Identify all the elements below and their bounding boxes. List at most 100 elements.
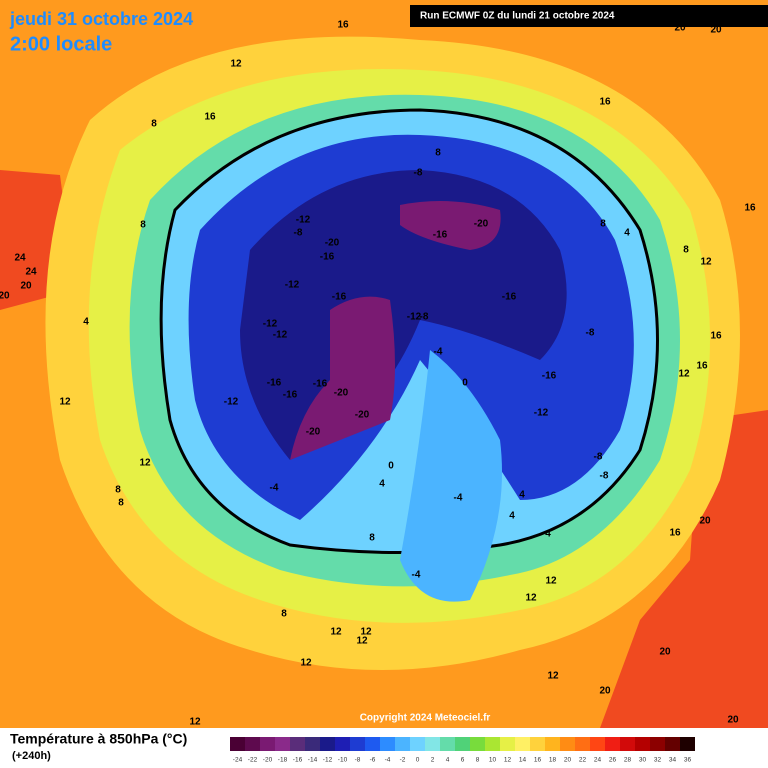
legend-swatch [275,737,290,751]
contour-label: 24 [14,253,26,264]
legend-swatch [575,737,590,751]
legend-swatch [590,737,605,751]
contour-label: 4 [83,317,89,328]
legend-swatch [380,737,395,751]
contour-label: -4 [454,493,463,504]
contour-label: -16 [283,390,298,401]
legend-swatch [410,737,425,751]
legend-tick: -18 [278,757,288,764]
legend-tick: 36 [684,757,692,764]
contour-label: 20 [599,686,611,697]
legend-tick: -4 [385,757,391,764]
legend-tick: 10 [489,757,497,764]
contour-label: 12 [300,658,312,669]
legend-tick: -24 [233,757,243,764]
contour-label: 12 [356,636,368,647]
legend-swatch [485,737,500,751]
legend-tick: 18 [549,757,557,764]
legend-tick: -2 [400,757,406,764]
contour-label: 20 [727,715,739,726]
legend-swatch [515,737,530,751]
contour-label: 12 [700,257,712,268]
contour-label: 12 [330,627,342,638]
contour-label: -16 [332,292,347,303]
legend-swatch [365,737,380,751]
legend-tick: -10 [338,757,348,764]
contour-label: 8 [281,609,287,620]
legend-tick: 16 [534,757,542,764]
legend-tick: -22 [248,757,258,764]
legend-swatch [680,737,695,751]
warm-area [600,410,768,728]
contour-label: -20 [306,427,321,438]
legend-swatch [245,737,260,751]
contour-label: -4 [412,570,421,581]
contour-label: 4 [545,529,551,540]
legend-swatch [545,737,560,751]
contour-label: -8 [294,228,303,239]
contour-label: -12 [534,408,549,419]
legend-swatch [290,737,305,751]
frigid-core [400,201,501,250]
contour-label: 24 [25,267,37,278]
contour-label: 8 [140,220,146,231]
contour-label: 16 [710,331,722,342]
contour-label: 12 [545,576,557,587]
contour-label: 20 [20,281,32,292]
legend-tick: 26 [609,757,617,764]
contour-label: -20 [334,388,349,399]
contour-label: 4 [379,479,385,490]
contour-label: -8 [600,471,609,482]
contour-label: -20 [355,410,370,421]
legend-swatch [500,737,515,751]
legend-tick: 28 [624,757,632,764]
legend-swatch [320,737,335,751]
contour-label: 12 [59,397,71,408]
legend-tick: 4 [446,757,450,764]
contour-label: 8 [151,119,157,130]
contour-label: 20 [659,647,671,658]
contour-label: 16 [744,203,756,214]
contour-label: -12 [296,215,311,226]
contour-label: -20 [474,219,489,230]
contour-label: -16 [320,252,335,263]
contour-label: -8 [594,452,603,463]
legend-tick: 22 [579,757,587,764]
contour-label: -12 [224,397,239,408]
legend-tick: -12 [323,757,333,764]
time-title: 2:00 locale [10,33,112,55]
legend-swatch [470,737,485,751]
legend-tick: 2 [431,757,435,764]
contour-label: -4 [434,347,443,358]
legend-swatch [335,737,350,751]
legend-swatch [530,737,545,751]
legend-swatch [230,737,245,751]
legend-swatch [635,737,650,751]
contour-label: 0 [462,378,468,389]
contour-label: 12 [360,627,372,638]
contour-label: 4 [624,228,630,239]
contour-label: 16 [696,361,708,372]
legend-swatch [455,737,470,751]
legend-tick: 8 [476,757,480,764]
legend-tick: 20 [564,757,572,764]
legend-tick: 30 [639,757,647,764]
contour-label: 8 [600,219,606,230]
contour-label: 12 [189,717,201,728]
legend-tick: 32 [654,757,662,764]
contour-label: 16 [204,112,216,123]
legend-swatch [620,737,635,751]
contour-label: 8 [683,245,689,256]
legend-swatch [440,737,455,751]
contour-label: 12 [230,59,242,70]
contour-label: 20 [674,23,686,34]
legend-title: Température à 850hPa (°C) [10,731,187,747]
contour-label: 8 [435,148,441,159]
legend-swatch [350,737,365,751]
contour-label: 20 [699,516,711,527]
zero-contour [159,108,659,554]
legend-tick: 24 [594,757,602,764]
contour-label: 8 [115,485,121,496]
legend-tick: 0 [416,757,420,764]
